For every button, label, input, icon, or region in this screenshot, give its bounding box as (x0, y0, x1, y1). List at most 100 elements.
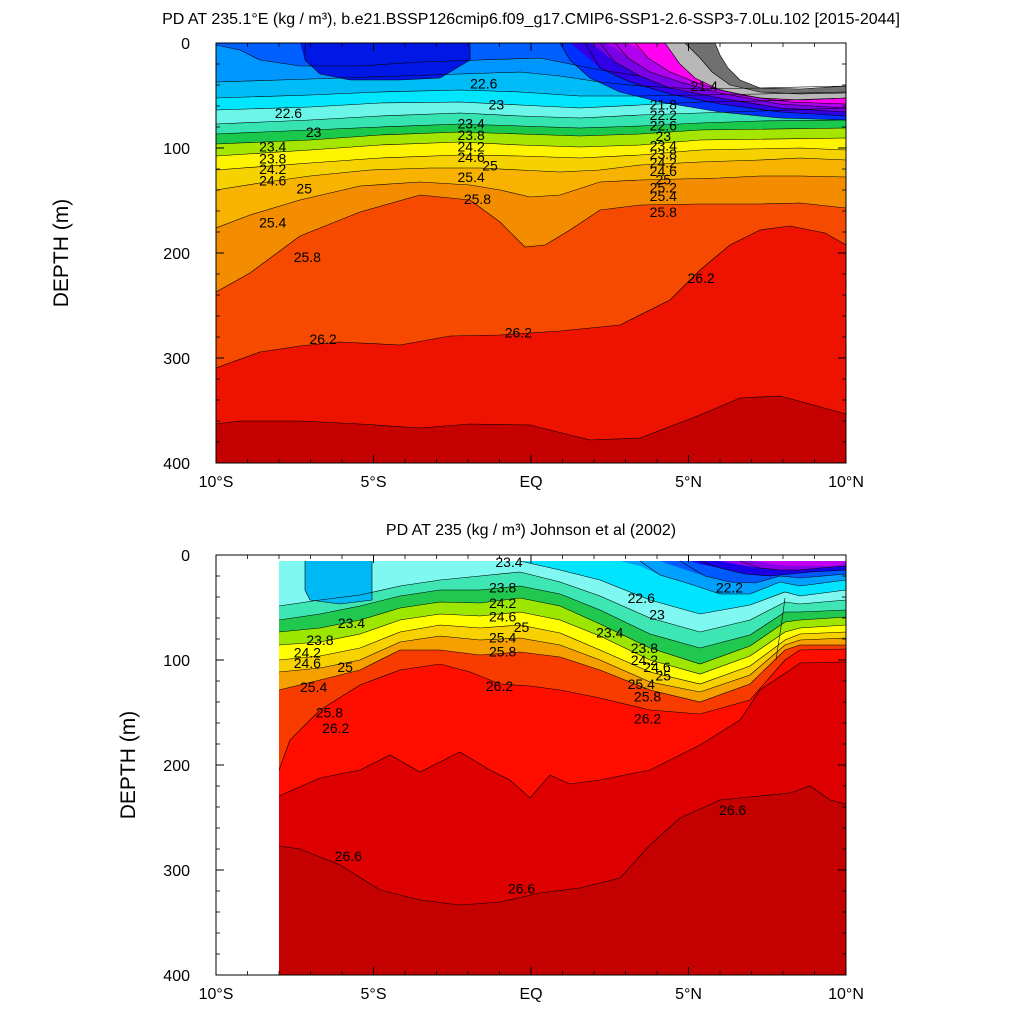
bottom-contour-label: 22.2 (716, 579, 743, 595)
bottom-contour-label: 23.4 (338, 615, 365, 631)
top-contour-label: 25.4 (458, 169, 485, 185)
top-contour-label: 23.8 (650, 146, 677, 162)
top-contour-label: 25 (296, 181, 312, 197)
top-contour-label: 23.4 (458, 116, 485, 132)
bottom-contour-label: 25.8 (634, 689, 661, 705)
bottom-contour-label: 23.4 (596, 624, 623, 640)
top-contour-label: 26.2 (687, 270, 714, 286)
top-contour-label: 22.6 (650, 118, 677, 134)
bottom-y-tick-label: 0 (181, 548, 190, 565)
bottom-y-tick-label: 100 (163, 653, 190, 670)
bottom-x-tick-label: 5°S (361, 986, 387, 1003)
bottom-contour-label: 25.8 (316, 704, 343, 720)
bottom-x-tick-label: 5°N (675, 986, 702, 1003)
top-x-tick-label: 10°S (199, 474, 234, 491)
top-contour-label: 25.2 (650, 180, 677, 196)
top-contour-label: 23.8 (259, 150, 286, 166)
bottom-contour-label: 26.6 (719, 802, 746, 818)
top-contour-lines (216, 43, 846, 441)
bottom-y-tick-label: 200 (163, 758, 190, 775)
top-contour-label: 24.2 (650, 154, 677, 170)
top-contour-label: 21.8 (650, 97, 677, 113)
bottom-contour-lines (278, 560, 846, 906)
bottom-contour-label: 26.2 (322, 720, 349, 736)
top-contour-label: 26.2 (505, 325, 532, 341)
top-contour-label: 26.2 (309, 331, 336, 347)
top-contour-label: 23.8 (458, 127, 485, 143)
top-contour-label: 24.6 (458, 149, 485, 165)
top-contour-label: 22.6 (275, 105, 302, 121)
top-panel: PD AT 235.1°E (kg / m³), b.e21.BSSP126cm… (50, 11, 900, 491)
bottom-contour-label: 23.8 (631, 640, 658, 656)
bottom-panel: PD AT 235 (kg / m³) Johnson et al (2002)… (117, 522, 864, 1003)
top-contour-label: 25.8 (294, 249, 321, 265)
bottom-contour-label: 25.4 (300, 679, 327, 695)
top-y-tick-label: 0 (181, 36, 190, 53)
bottom-contour-label: 25 (514, 619, 530, 635)
bottom-contour-label: 25 (656, 668, 672, 684)
top-x-tick-label: 5°N (675, 474, 702, 491)
bottom-contour-label: 23.4 (495, 554, 522, 570)
bottom-contour-label: 25 (337, 659, 353, 675)
top-x-tick-label: 5°S (361, 474, 387, 491)
top-y-tick-label: 400 (163, 456, 190, 473)
top-contour-label: 23 (656, 128, 672, 144)
bottom-contour-label: 23.8 (489, 579, 516, 595)
bottom-contour-label: 23 (649, 607, 665, 623)
bottom-band-ne-violet (756, 561, 846, 566)
top-y-axis-label: DEPTH (m) (50, 199, 73, 308)
bottom-x-tick-label: 10°N (828, 986, 864, 1003)
bottom-contour-label: 22.6 (628, 590, 655, 606)
bottom-y-tick-label: 300 (163, 863, 190, 880)
bottom-contour-label: 26.2 (486, 678, 513, 694)
top-panel-title: PD AT 235.1°E (kg / m³), b.e21.BSSP126cm… (162, 11, 900, 28)
bottom-contour-label: 26.6 (335, 848, 362, 864)
top-contour-label: 25 (656, 171, 672, 187)
top-x-tick-label: 10°N (828, 474, 864, 491)
bottom-contour-label: 25.4 (628, 676, 655, 692)
top-y-tick-label: 300 (163, 351, 190, 368)
top-contour-label: 23 (489, 97, 505, 113)
top-contour-label: 23.4 (259, 139, 286, 155)
bottom-axes: 10°S 5°S EQ 5°N 10°N 0 100 200 300 400 (163, 548, 864, 1003)
top-contour-label: 25.8 (650, 204, 677, 220)
top-contour-label: 24.2 (458, 139, 485, 155)
bottom-x-tick-label: EQ (519, 986, 542, 1003)
bottom-contour-label: 24.6 (643, 659, 670, 675)
bottom-contour-label: 26.6 (508, 881, 535, 897)
bottom-contour-label: 24.6 (294, 655, 321, 671)
top-y-tick-label: 200 (163, 246, 190, 263)
bottom-contour-labels: 23.423.824.224.6 2525.425.826.226.623.423… (294, 554, 747, 897)
bottom-contour-label: 24.2 (489, 595, 516, 611)
top-band-21 (300, 43, 470, 80)
bottom-contour-label: 24.6 (489, 609, 516, 625)
top-band-white (715, 43, 846, 89)
top-x-tick-label: EQ (519, 474, 542, 491)
top-y-tick-label: 100 (163, 141, 190, 158)
bottom-contour-label: 25.4 (489, 630, 516, 646)
bottom-panel-title: PD AT 235 (kg / m³) Johnson et al (2002) (386, 522, 676, 539)
bottom-y-tick-label: 400 (163, 968, 190, 985)
top-contour-label: 23 (306, 124, 322, 140)
bottom-contour-label: 26.2 (634, 711, 661, 727)
top-axes: 10°S 5°S EQ 5°N 10°N 0 100 200 300 400 (163, 36, 864, 491)
bottom-contour-label: 24.2 (294, 644, 321, 660)
bottom-band-22-2 (305, 561, 372, 604)
bottom-contour-fill (216, 555, 846, 975)
top-contour-label: 25 (482, 158, 498, 174)
bottom-contour-label: 23.8 (306, 632, 333, 648)
top-contour-label: 21.4 (691, 78, 718, 94)
bottom-x-tick-label: 10°S (199, 986, 234, 1003)
top-contour-label: 24.6 (650, 163, 677, 179)
bottom-contour-label: 24.2 (631, 652, 658, 668)
bottom-y-axis-label: DEPTH (m) (117, 711, 140, 820)
top-contour-label: 23.4 (650, 138, 677, 154)
top-contour-label: 25.4 (259, 214, 286, 230)
top-contour-label: 25.4 (650, 188, 677, 204)
top-contour-label: 22.2 (650, 107, 677, 123)
top-contour-label: 24.2 (259, 161, 286, 177)
top-contour-label: 24.6 (259, 172, 286, 188)
bottom-contour-label: 25.8 (489, 643, 516, 659)
top-contour-labels: 22.62323.423.824.224.62525.425.826.222.6… (259, 76, 718, 347)
